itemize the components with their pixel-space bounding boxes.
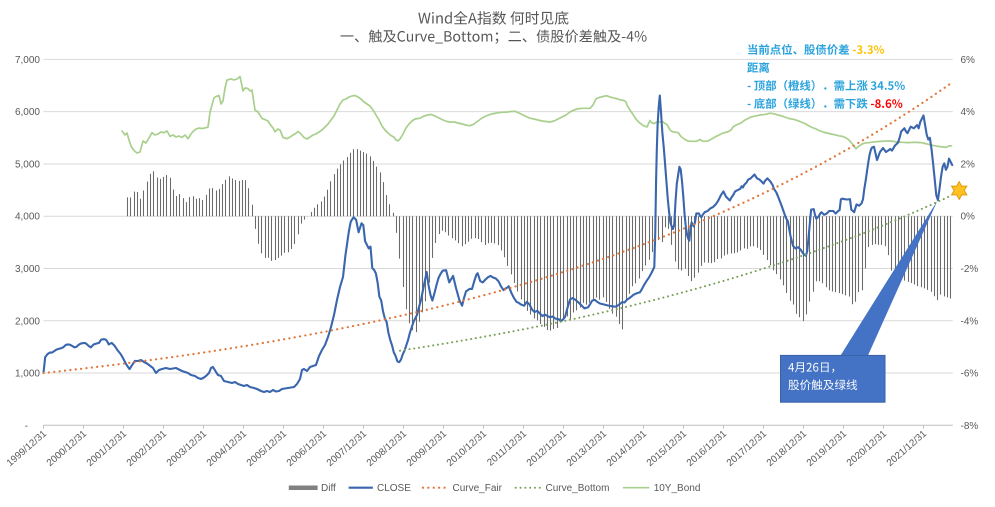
svg-text:7,000: 7,000 <box>15 55 40 66</box>
svg-text:6,000: 6,000 <box>15 107 40 118</box>
svg-text:Curve_Bottom: Curve_Bottom <box>546 483 610 494</box>
svg-text:-: - <box>25 421 28 432</box>
svg-text:-8%: -8% <box>961 421 979 432</box>
svg-text:0%: 0% <box>961 212 976 223</box>
svg-text:4,000: 4,000 <box>15 212 40 223</box>
svg-text:2,000: 2,000 <box>15 316 40 327</box>
svg-text:-2%: -2% <box>961 264 979 275</box>
svg-text:-4%: -4% <box>961 316 979 327</box>
svg-text:5,000: 5,000 <box>15 159 40 170</box>
svg-text:6%: 6% <box>961 55 976 66</box>
svg-text:10Y_Bond: 10Y_Bond <box>654 483 701 494</box>
svg-text:Diff: Diff <box>321 483 336 494</box>
svg-text:1,000: 1,000 <box>15 369 40 380</box>
svg-text:CLOSE: CLOSE <box>377 483 411 494</box>
svg-text:Curve_Fair: Curve_Fair <box>453 483 503 494</box>
svg-text:-6%: -6% <box>961 369 979 380</box>
svg-text:4%: 4% <box>961 107 976 118</box>
svg-text:2%: 2% <box>961 159 976 170</box>
svg-text:3,000: 3,000 <box>15 264 40 275</box>
